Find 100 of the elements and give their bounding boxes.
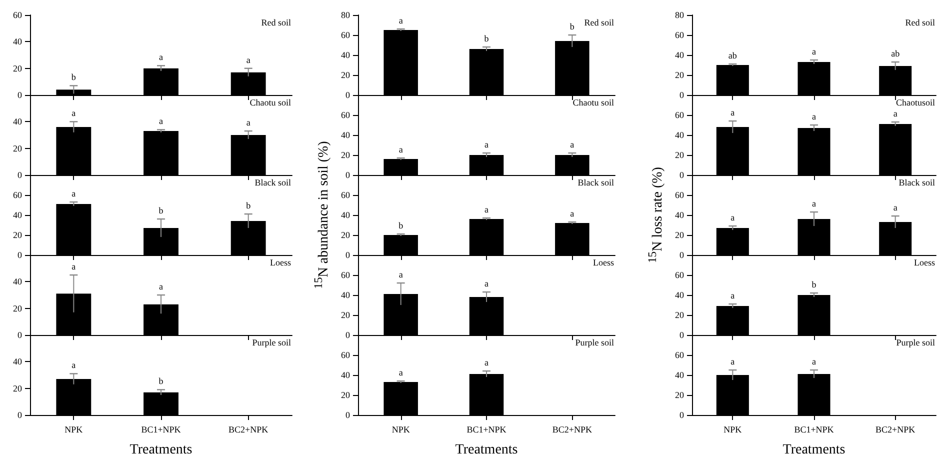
y-tick-label: 0 — [18, 410, 22, 420]
y-tick-label: 0 — [346, 330, 350, 340]
y-tick-label: 20 — [341, 310, 350, 320]
x-tick-label: BC2+NPK — [876, 424, 916, 434]
chart-title: Red soil — [584, 18, 614, 28]
y-tick-label: 60 — [675, 270, 684, 280]
y-tick-label: 60 — [675, 30, 684, 40]
annotation: a — [730, 356, 735, 366]
annotation: a — [484, 140, 488, 150]
x-tick-label: NPK — [64, 424, 84, 434]
x-tick-label: BC2+NPK — [552, 424, 592, 434]
annotation: a — [398, 16, 403, 26]
annotation: b — [158, 376, 164, 386]
annotation: a — [72, 360, 76, 370]
y-tick-label: 40 — [341, 210, 350, 220]
x-axis-title: Treatments — [782, 442, 846, 458]
y-tick-label: 20 — [13, 63, 22, 74]
y-tick-label: 20 — [13, 383, 22, 394]
y-tick-label: 20 — [675, 310, 684, 320]
annotation: a — [398, 368, 403, 378]
annotation: a — [812, 46, 816, 56]
chart-title: Purple soil — [896, 338, 936, 348]
annotation: a — [730, 108, 735, 118]
annotation: a — [246, 54, 250, 65]
y-tick-label: 40 — [675, 50, 684, 60]
y-tick-label: 60 — [675, 110, 684, 120]
y-tick-label: 0 — [346, 410, 350, 420]
annotation: b — [398, 220, 404, 230]
annotation: a — [72, 188, 76, 198]
y-tick-label: 40 — [13, 36, 22, 47]
chart-title: Loess — [593, 258, 614, 268]
annotation: a — [398, 270, 403, 280]
y-tick-label: 0 — [346, 170, 350, 180]
annotation: a — [812, 198, 816, 208]
y-tick-label: 60 — [341, 350, 350, 360]
annotation: a — [484, 278, 488, 288]
annotation: b — [570, 22, 575, 32]
y-tick-label: 40 — [341, 290, 350, 300]
annotation: a — [246, 118, 250, 128]
annotation: a — [730, 212, 735, 222]
y-tick-label: 0 — [680, 330, 684, 340]
y-tick-label: 60 — [13, 10, 22, 20]
annotation: a — [159, 282, 163, 292]
x-tick-label: NPK — [392, 424, 410, 434]
annotation: b — [812, 280, 817, 290]
x-axis-title: Treatments — [130, 442, 192, 458]
annotation: a — [570, 140, 574, 150]
chart-title: Black soil — [254, 178, 292, 188]
y-tick-label: 20 — [675, 390, 684, 400]
chart-title: Black soil — [578, 178, 614, 188]
x-tick-label: BC1+NPK — [466, 424, 507, 434]
y-tick-label: 0 — [18, 250, 22, 260]
annotation: ab — [728, 50, 738, 60]
x-tick-label: BC1+NPK — [141, 424, 182, 434]
annotation: a — [484, 204, 488, 214]
chart-title: Chaotu soil — [572, 98, 614, 108]
annotation: b — [246, 200, 252, 210]
y-tick-label: 0 — [680, 90, 684, 100]
y-tick-label: 20 — [341, 70, 350, 80]
y-tick-label: 0 — [18, 90, 22, 100]
y-tick-label: 20 — [341, 150, 350, 160]
y-tick-label: 60 — [675, 190, 684, 200]
annotation: a — [484, 358, 488, 368]
chart-title: Purple soil — [575, 338, 614, 348]
annotation: b — [71, 72, 76, 82]
annotation: a — [812, 356, 816, 366]
y-tick-label: 60 — [675, 350, 684, 360]
y-tick-label: 60 — [341, 190, 350, 200]
y-tick-label: 20 — [13, 303, 22, 314]
y-tick-label: 20 — [675, 230, 684, 240]
y-tick-label: 80 — [341, 10, 350, 20]
annotation: a — [159, 116, 163, 126]
chart-title: Purple soil — [252, 338, 292, 348]
y-tick-label: 0 — [346, 90, 350, 100]
y-tick-label: 40 — [341, 370, 350, 380]
annotation: a — [893, 202, 898, 212]
annotation: a — [730, 290, 735, 300]
y-tick-label: 60 — [341, 30, 350, 40]
chart-title: Loess — [270, 258, 292, 268]
y-tick-label: 40 — [13, 116, 22, 127]
chart-title: Loess — [914, 258, 936, 268]
y-tick-label: 40 — [675, 370, 684, 380]
y-tick-label: 40 — [13, 210, 22, 220]
y-tick-label: 20 — [13, 143, 22, 154]
y-tick-label: 0 — [18, 330, 22, 340]
y-tick-label: 20 — [341, 390, 350, 400]
y-tick-label: 80 — [675, 10, 684, 20]
annotation: a — [72, 262, 76, 272]
annotation: a — [570, 208, 574, 218]
y-tick-label: 40 — [341, 50, 350, 60]
annotation: b — [158, 206, 164, 216]
chart-title: Black soil — [898, 178, 936, 188]
y-tick-label: 40 — [675, 290, 684, 300]
y-tick-label: 20 — [341, 230, 350, 240]
y-tick-label: 20 — [675, 70, 684, 80]
annotation: ab — [891, 48, 900, 58]
y-tick-label: 40 — [675, 130, 684, 140]
chart-title: Chaotu soil — [250, 98, 292, 108]
annotation: b — [484, 34, 490, 44]
y-tick-label: 0 — [18, 170, 22, 180]
